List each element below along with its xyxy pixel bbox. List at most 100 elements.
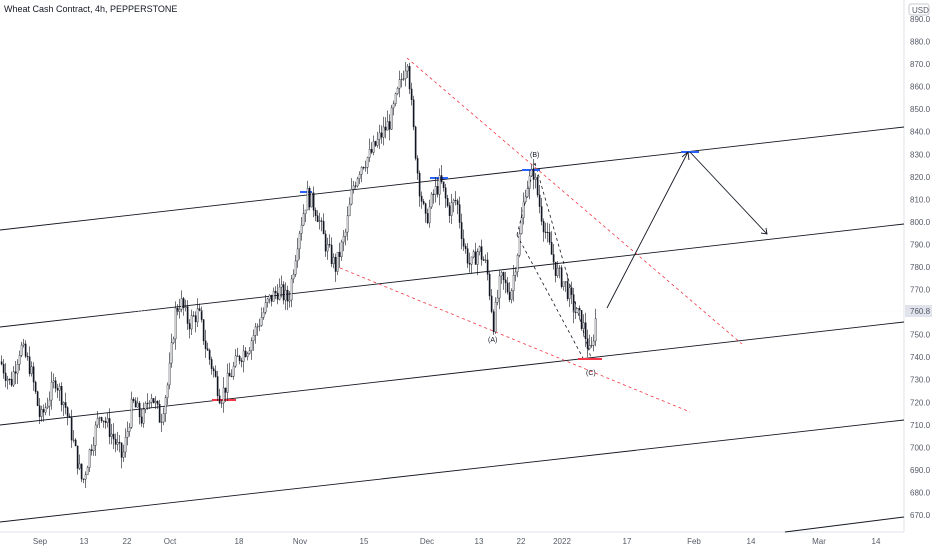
candle-body (296, 248, 299, 262)
candle-body (40, 409, 43, 417)
candle-body (32, 366, 35, 383)
candle-body (558, 267, 561, 269)
candle-body (386, 121, 389, 131)
projection-arrow-up (606, 151, 689, 309)
x-tick-label: Dec (420, 537, 434, 546)
candle-body (62, 402, 65, 406)
candle-body (442, 181, 445, 188)
candle-body (410, 88, 413, 100)
x-tick-label: Sep (33, 537, 48, 546)
candle-body (540, 206, 543, 222)
candle-body (64, 402, 67, 408)
candle-body (292, 274, 295, 280)
candle-body (516, 254, 519, 273)
candle-body (396, 88, 399, 94)
candle-body (262, 311, 265, 318)
candle-body (314, 210, 317, 216)
projection-arrows[interactable] (606, 151, 768, 309)
candle-body (100, 417, 103, 422)
wedge-lines[interactable] (339, 57, 743, 413)
candle-body (172, 338, 175, 343)
candle-body (412, 99, 415, 128)
currency-badge: USD (912, 6, 929, 15)
candle-body (580, 310, 583, 329)
candle-body (190, 315, 193, 330)
y-tick-label: 750.0 (910, 331, 931, 340)
channel-line-bottom (784, 516, 905, 533)
x-tick-label: 2022 (553, 537, 571, 546)
candle-body (578, 308, 581, 311)
currency-badge-box[interactable] (908, 3, 930, 16)
candle-body (368, 149, 371, 158)
y-tick-label: 890.0 (910, 15, 931, 24)
y-tick-label: 680.0 (910, 488, 931, 497)
candle-body (520, 217, 523, 234)
candle-body (2, 363, 5, 374)
candle-body (382, 126, 385, 138)
candle-body (106, 418, 109, 423)
candle-body (308, 188, 311, 208)
candles[interactable] (0, 61, 597, 489)
candle-body (572, 294, 575, 313)
candle-body (120, 442, 123, 458)
candle-body (552, 254, 555, 263)
candle-body (198, 308, 201, 311)
candle-body (184, 306, 187, 308)
y-tick-label: 700.0 (910, 443, 931, 452)
candle-body (502, 272, 505, 281)
level-markers[interactable] (212, 151, 699, 401)
candle-body (216, 376, 219, 396)
price-axis[interactable]: 670.0 680.0 690.0 700.0 710.0 720.0 730.0 740.0… (910, 15, 931, 520)
candle-body (438, 175, 441, 195)
candle-body (380, 132, 383, 138)
y-tick-label: 820.0 (910, 173, 931, 182)
candle-body (522, 201, 525, 218)
wedge-upper-line (406, 57, 743, 345)
candle-body (212, 368, 215, 372)
x-tick-label: 18 (235, 537, 244, 546)
candle-body (260, 317, 263, 326)
chart-title: Wheat Cash Contract, 4h, PEPPERSTONE (4, 4, 178, 14)
candle-body (88, 449, 91, 468)
candle-body (72, 439, 75, 441)
candle-body (546, 231, 549, 233)
candle-body (464, 245, 467, 249)
candle-body (122, 451, 125, 458)
candle-body (154, 401, 157, 404)
y-tick-label: 740.0 (910, 353, 931, 362)
candle-body (180, 298, 183, 310)
y-tick-label: 670.0 (910, 511, 931, 520)
y-tick-label: 870.0 (910, 60, 931, 69)
candle-body (278, 286, 281, 300)
channel-lines[interactable] (0, 126, 905, 533)
candle-body (76, 445, 79, 469)
candle-body (418, 173, 421, 197)
candle-body (562, 281, 565, 287)
x-tick-label: 14 (747, 537, 756, 546)
time-axis[interactable]: Sep 13 22 Oct 18 Nov 15 Dec 13 22 2022 17 Feb 14 Mar 14 (33, 537, 881, 546)
candle-body (450, 202, 453, 216)
candle-body (194, 315, 197, 323)
candle-body (352, 185, 355, 190)
y-tick-label: 880.0 (910, 38, 931, 47)
candle-body (48, 399, 51, 407)
candle-body (306, 188, 309, 211)
candle-body (346, 215, 349, 233)
candle-body (482, 259, 485, 261)
candle-body (250, 340, 253, 351)
candle-body (12, 371, 15, 386)
candle-body (266, 298, 269, 303)
candle-body (470, 256, 473, 265)
candle-body (38, 405, 41, 417)
candle-body (342, 236, 345, 243)
candle-body (350, 189, 353, 205)
candle-body (126, 431, 129, 438)
y-tick-label: 710.0 (910, 421, 931, 430)
candle-body (328, 244, 331, 246)
candle-body (592, 340, 595, 346)
candle-body (228, 372, 231, 377)
last-price-label: 760.8 (910, 307, 931, 316)
y-tick-label: 860.0 (910, 83, 931, 92)
candle-body (58, 386, 61, 391)
